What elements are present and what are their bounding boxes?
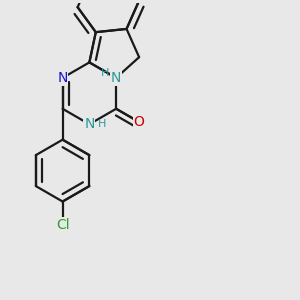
Text: N: N <box>84 117 94 131</box>
Text: H: H <box>98 119 106 129</box>
Text: H: H <box>101 68 109 78</box>
Text: N: N <box>111 71 121 85</box>
Text: O: O <box>134 115 144 129</box>
Text: Cl: Cl <box>56 218 69 232</box>
Text: N: N <box>57 71 68 85</box>
